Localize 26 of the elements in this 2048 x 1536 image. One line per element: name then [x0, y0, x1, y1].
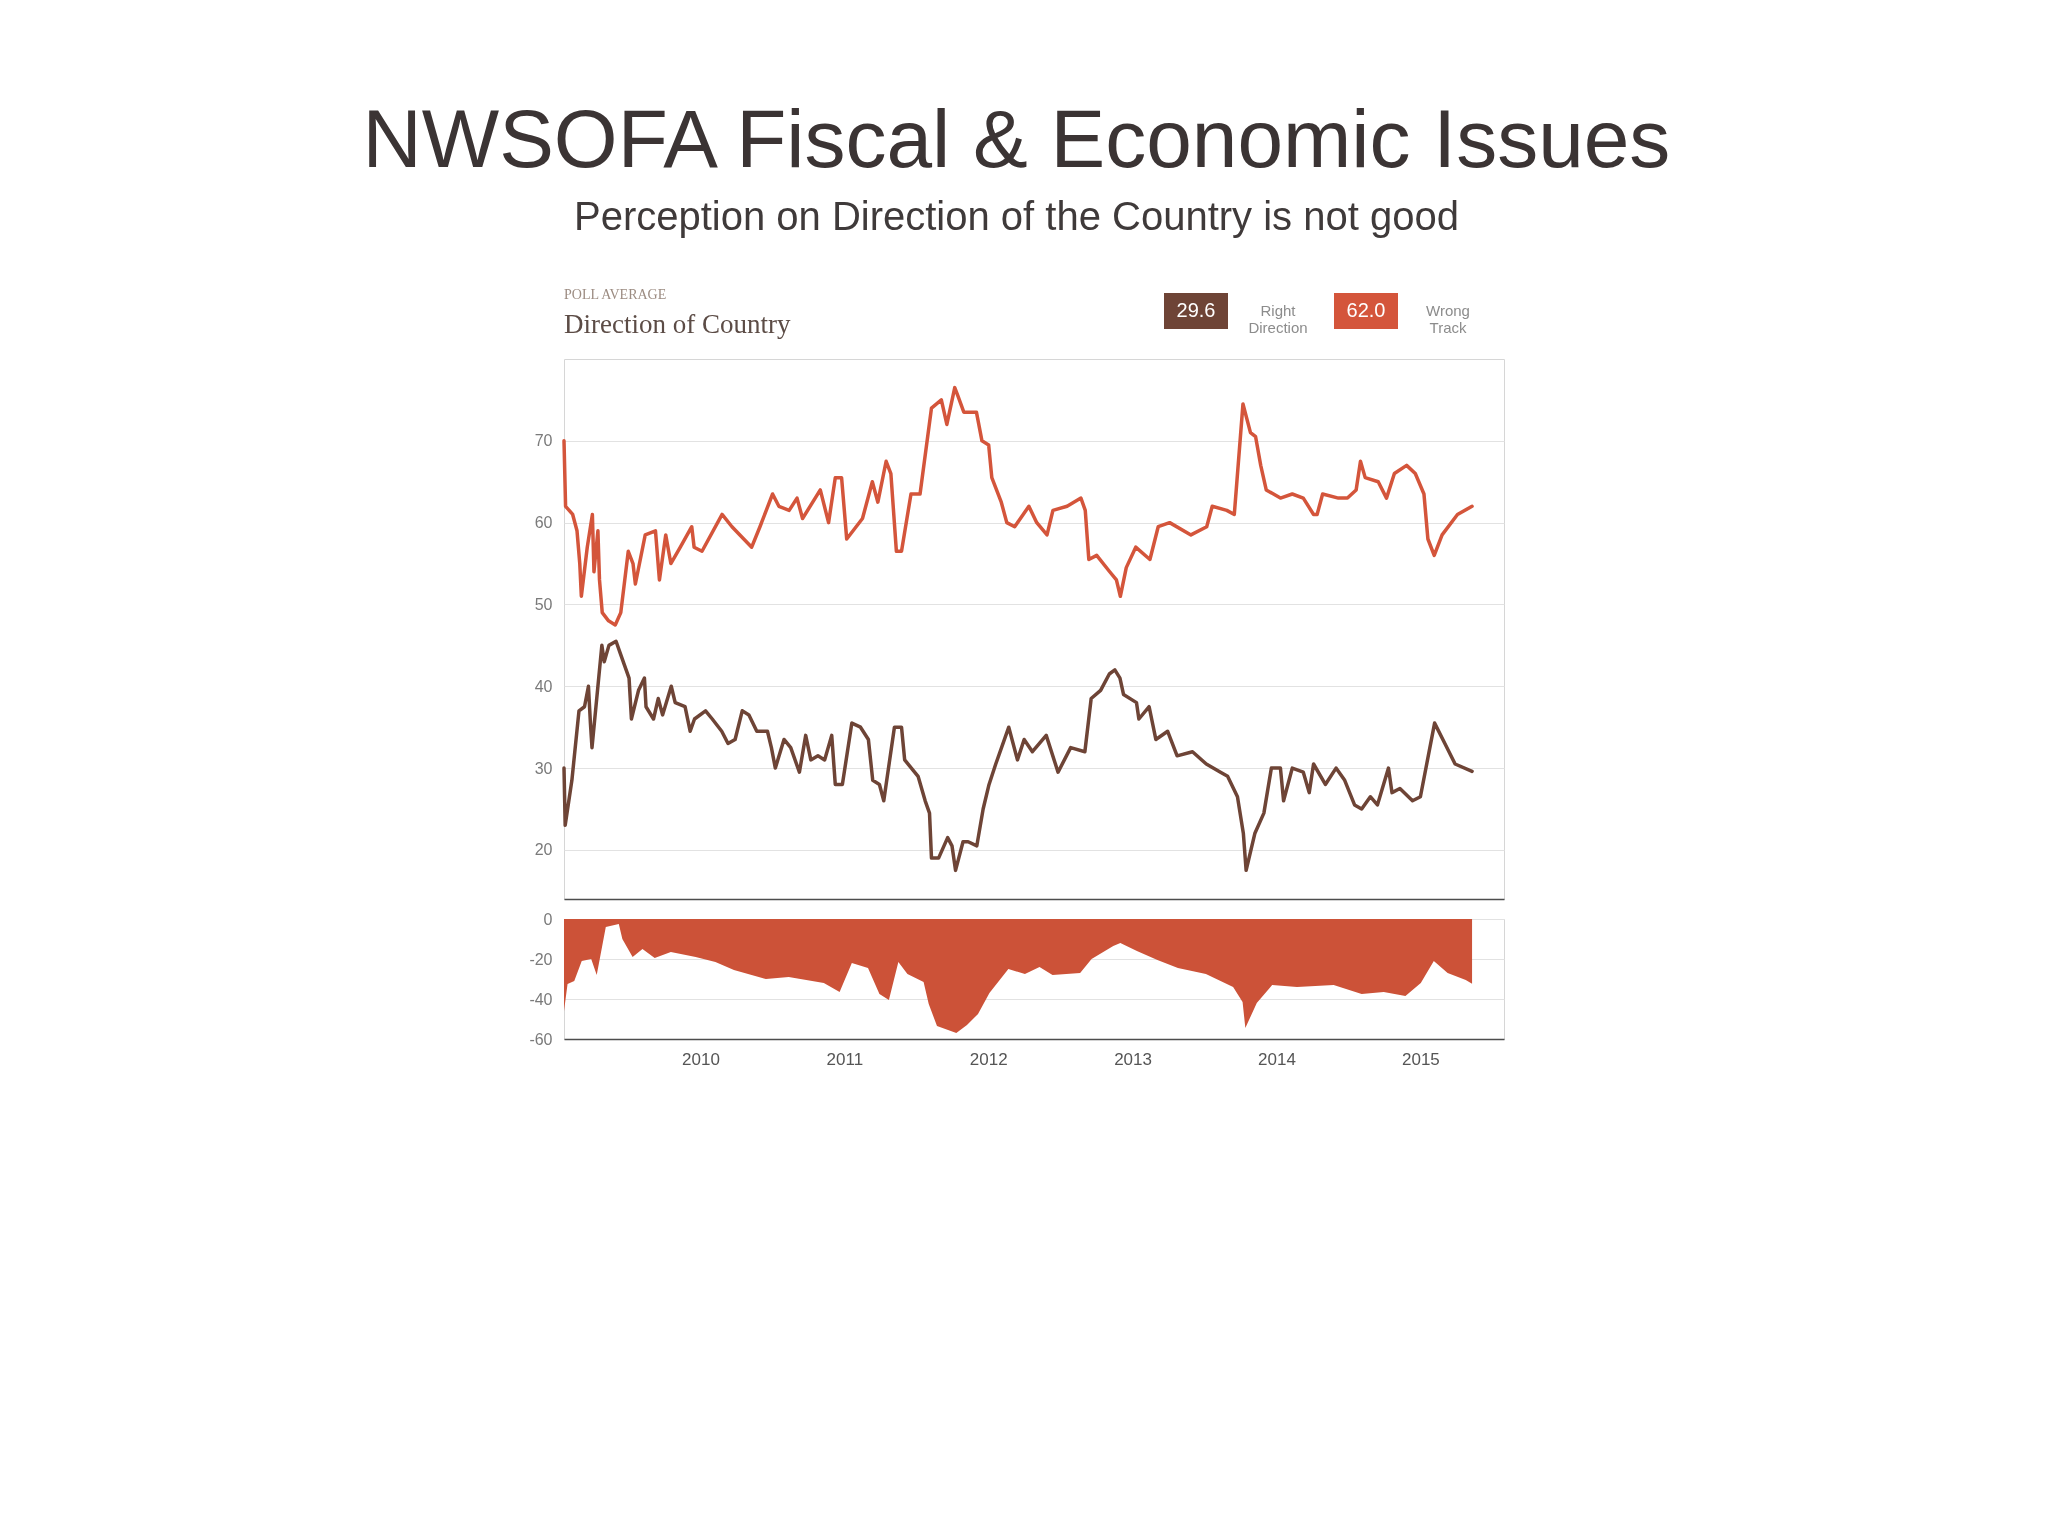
x-tick-label: 2013: [1114, 1049, 1152, 1069]
y-tick-label: 0: [543, 910, 553, 928]
chart-subtitle: Perception on Direction of the Country is not good: [573, 193, 1459, 238]
y-tick-label: 70: [534, 432, 553, 450]
x-tick-label: 2010: [682, 1049, 720, 1069]
text: 62.0: [1346, 299, 1386, 321]
y-tick-label: 50: [534, 595, 553, 613]
y-tick-label: 30: [534, 759, 553, 777]
y-tick-label: -20: [529, 950, 553, 968]
text: 29.6: [1176, 299, 1216, 321]
line-series: [562, 385, 1474, 627]
legend-label: Right Direction: [1248, 302, 1308, 336]
x-tick-label: 2012: [969, 1049, 1008, 1069]
y-tick-label: 20: [534, 841, 553, 859]
text: Direction of Country: [564, 309, 791, 339]
y-tick-label: 40: [534, 677, 553, 695]
legend-label: Wrong Track: [1426, 302, 1470, 336]
chart-title: NWSOFA Fiscal & Economic Issues: [362, 92, 1671, 184]
line-series: [562, 639, 1474, 873]
x-tick-label: 2011: [826, 1049, 864, 1069]
x-tick-label: 2015: [1402, 1049, 1440, 1069]
x-tick-label: 2014: [1258, 1049, 1296, 1069]
y-tick-label: -40: [529, 990, 553, 1008]
y-tick-label: -60: [529, 1030, 553, 1048]
text: POLL AVERAGE: [564, 287, 667, 302]
y-tick-label: 60: [534, 514, 553, 532]
